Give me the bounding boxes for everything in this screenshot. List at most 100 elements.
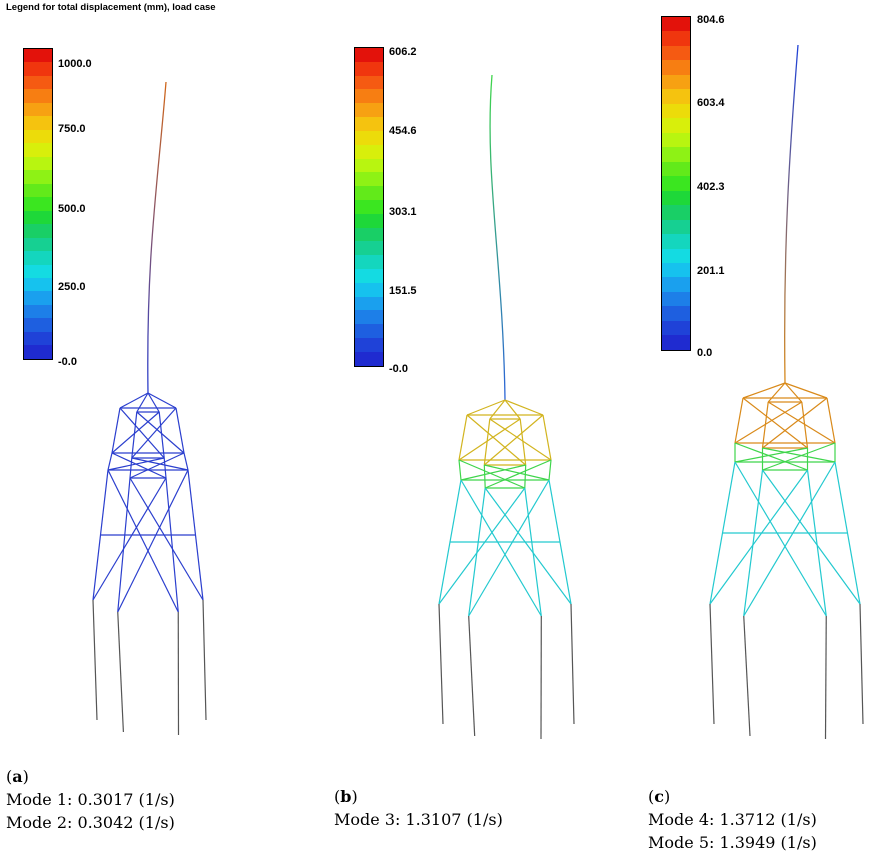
brace-line bbox=[466, 414, 527, 466]
leg-line bbox=[519, 418, 527, 466]
tick-b-0: 606.2 bbox=[389, 46, 417, 58]
color-band bbox=[355, 130, 383, 145]
leg-line bbox=[458, 414, 468, 461]
color-band bbox=[662, 219, 690, 235]
color-band bbox=[24, 75, 52, 90]
color-band bbox=[355, 269, 383, 283]
brace-line bbox=[111, 411, 160, 454]
color-band bbox=[662, 205, 690, 220]
tick-c-2: 402.3 bbox=[697, 181, 725, 193]
legend-title: Legend for total displacement (mm), load… bbox=[6, 2, 216, 13]
brace-line bbox=[504, 399, 521, 420]
brace-line bbox=[734, 401, 803, 444]
color-band bbox=[24, 49, 52, 63]
brace-line bbox=[484, 487, 572, 605]
brace-line bbox=[762, 442, 836, 471]
color-band bbox=[24, 264, 52, 278]
leg-line bbox=[734, 397, 744, 444]
color-band bbox=[355, 48, 383, 62]
leg-line bbox=[129, 457, 133, 479]
brace-line bbox=[129, 477, 204, 601]
brace-line bbox=[107, 469, 179, 613]
pile-line bbox=[92, 599, 98, 721]
color-band bbox=[24, 116, 52, 130]
tick-b-3: 151.5 bbox=[389, 285, 417, 297]
tick-a-3: 250.0 bbox=[58, 281, 86, 293]
color-band bbox=[355, 282, 383, 297]
color-band bbox=[24, 318, 52, 332]
color-band bbox=[355, 144, 383, 159]
tick-b-1: 454.6 bbox=[389, 125, 417, 137]
color-band bbox=[24, 210, 52, 225]
color-band bbox=[662, 17, 690, 32]
color-band bbox=[24, 345, 52, 359]
color-band bbox=[662, 60, 690, 75]
brace-line bbox=[489, 418, 552, 461]
leg-line bbox=[743, 469, 764, 617]
brace-line bbox=[107, 457, 165, 471]
leg-line bbox=[806, 469, 827, 617]
brace-line bbox=[484, 464, 550, 481]
pile-line bbox=[824, 615, 827, 740]
leg-line bbox=[158, 411, 165, 459]
color-band bbox=[24, 224, 52, 238]
brace-line bbox=[762, 469, 861, 605]
color-band bbox=[662, 234, 690, 249]
brace-line bbox=[468, 479, 550, 617]
color-band bbox=[662, 277, 690, 292]
brace-line bbox=[762, 397, 828, 449]
caption-c-mode-1: Mode 4: 1.3712 (1/s) bbox=[648, 810, 817, 829]
color-band bbox=[355, 296, 383, 311]
color-band bbox=[662, 248, 690, 263]
brace-line bbox=[767, 382, 786, 403]
leg-line bbox=[483, 418, 491, 466]
brace-line bbox=[709, 469, 808, 605]
color-band bbox=[662, 161, 690, 177]
color-band bbox=[355, 351, 383, 366]
leg-line bbox=[175, 407, 185, 454]
brace-line bbox=[458, 418, 521, 461]
brace-line bbox=[136, 411, 185, 454]
pile-line bbox=[859, 603, 864, 725]
color-band bbox=[24, 197, 52, 211]
color-band bbox=[24, 62, 52, 76]
color-band bbox=[24, 304, 52, 319]
color-band bbox=[355, 158, 383, 173]
brace-line bbox=[489, 399, 506, 420]
leg-line bbox=[117, 477, 131, 613]
colorbar-b bbox=[354, 47, 384, 367]
color-band bbox=[355, 227, 383, 242]
color-band bbox=[355, 310, 383, 325]
leg-line bbox=[163, 457, 167, 479]
leg-line bbox=[483, 464, 486, 489]
caption-a-mode-2: Mode 2: 0.3042 (1/s) bbox=[6, 813, 175, 832]
caption-c: (c) Mode 4: 1.3712 (1/s) Mode 5: 1.3949 … bbox=[648, 785, 817, 854]
tower-b bbox=[438, 74, 575, 740]
color-band bbox=[24, 102, 52, 117]
mast-line bbox=[489, 74, 506, 401]
color-band bbox=[662, 291, 690, 307]
leg-line bbox=[548, 459, 552, 481]
color-band bbox=[662, 31, 690, 46]
brace-line bbox=[742, 397, 808, 449]
tick-c-1: 603.4 bbox=[697, 97, 725, 109]
color-band bbox=[355, 338, 383, 352]
caption-b: (b) Mode 3: 1.3107 (1/s) bbox=[334, 785, 503, 831]
tick-a-2: 500.0 bbox=[58, 203, 86, 215]
pile-line bbox=[570, 603, 575, 725]
color-band bbox=[24, 156, 52, 171]
mast-line bbox=[147, 81, 167, 394]
color-band bbox=[662, 176, 690, 191]
tick-c-0: 804.6 bbox=[697, 14, 725, 26]
color-band bbox=[355, 186, 383, 200]
brace-line bbox=[767, 401, 836, 444]
color-band bbox=[355, 213, 383, 228]
brace-line bbox=[762, 447, 836, 463]
brace-line bbox=[147, 392, 177, 409]
color-band bbox=[24, 331, 52, 346]
brace-line bbox=[136, 392, 149, 413]
brace-line bbox=[466, 399, 506, 416]
brace-line bbox=[742, 382, 786, 399]
brace-line bbox=[438, 487, 526, 605]
